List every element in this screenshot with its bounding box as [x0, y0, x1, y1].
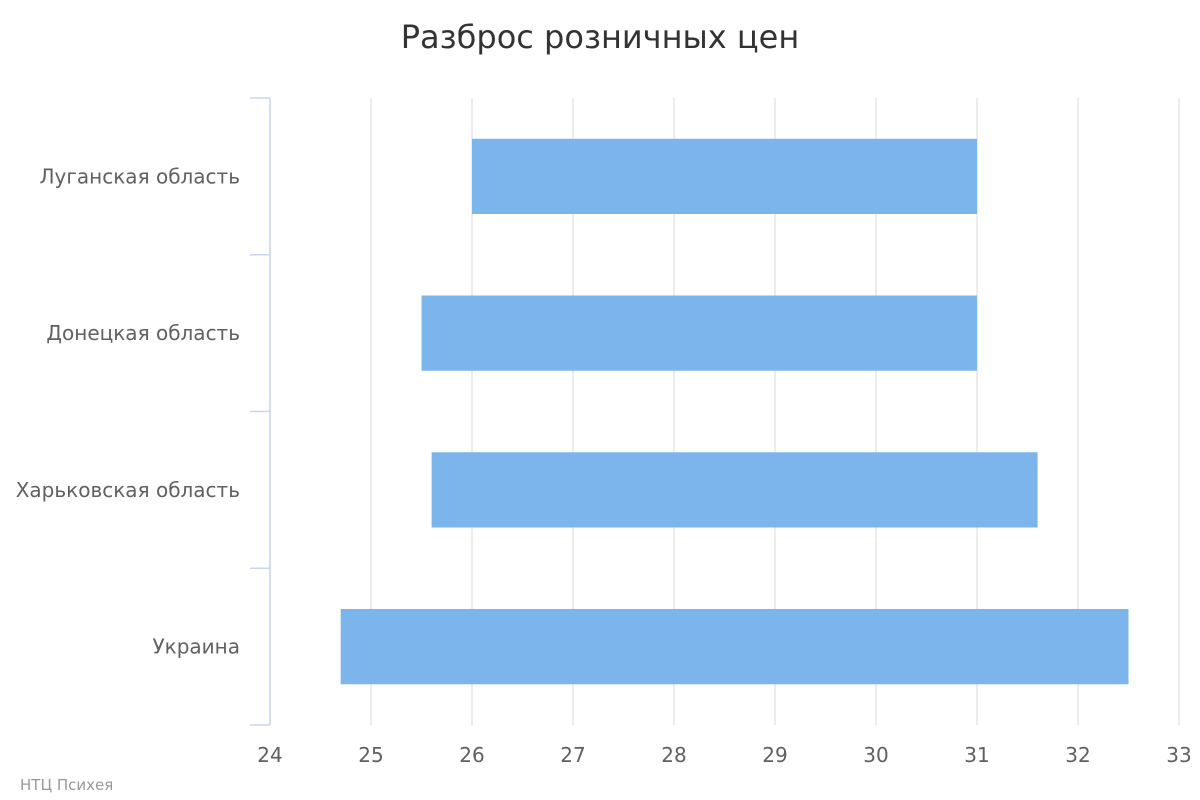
tick-label-30: 30 [863, 743, 888, 767]
x-axis-tick-labels: 24 25 26 27 28 29 30 31 32 33 [257, 743, 1191, 767]
bars [340, 138, 1129, 685]
bar-3[interactable] [340, 609, 1129, 685]
tick-label-31: 31 [964, 743, 989, 767]
tick-label-24: 24 [257, 743, 282, 767]
tick-label-29: 29 [762, 743, 787, 767]
bar-2[interactable] [431, 452, 1038, 528]
chart-credit: НТЦ Психея [20, 776, 113, 794]
category-axis [250, 97, 271, 726]
tick-label-28: 28 [661, 743, 686, 767]
bar-1[interactable] [421, 295, 978, 371]
category-label-2: Харьковская область [16, 478, 240, 502]
chart-title: Разброс розничных цен [401, 18, 800, 56]
category-label-1: Донецкая область [46, 321, 240, 345]
bar-0[interactable] [472, 138, 977, 214]
tick-label-27: 27 [560, 743, 585, 767]
tick-label-26: 26 [459, 743, 484, 767]
category-label-3: Украина [152, 635, 240, 659]
category-labels: Луганская область Донецкая область Харьков… [16, 164, 240, 658]
tick-label-32: 32 [1065, 743, 1090, 767]
tick-label-25: 25 [358, 743, 383, 767]
tick-label-33: 33 [1166, 743, 1191, 767]
category-label-0: Луганская область [40, 164, 240, 188]
